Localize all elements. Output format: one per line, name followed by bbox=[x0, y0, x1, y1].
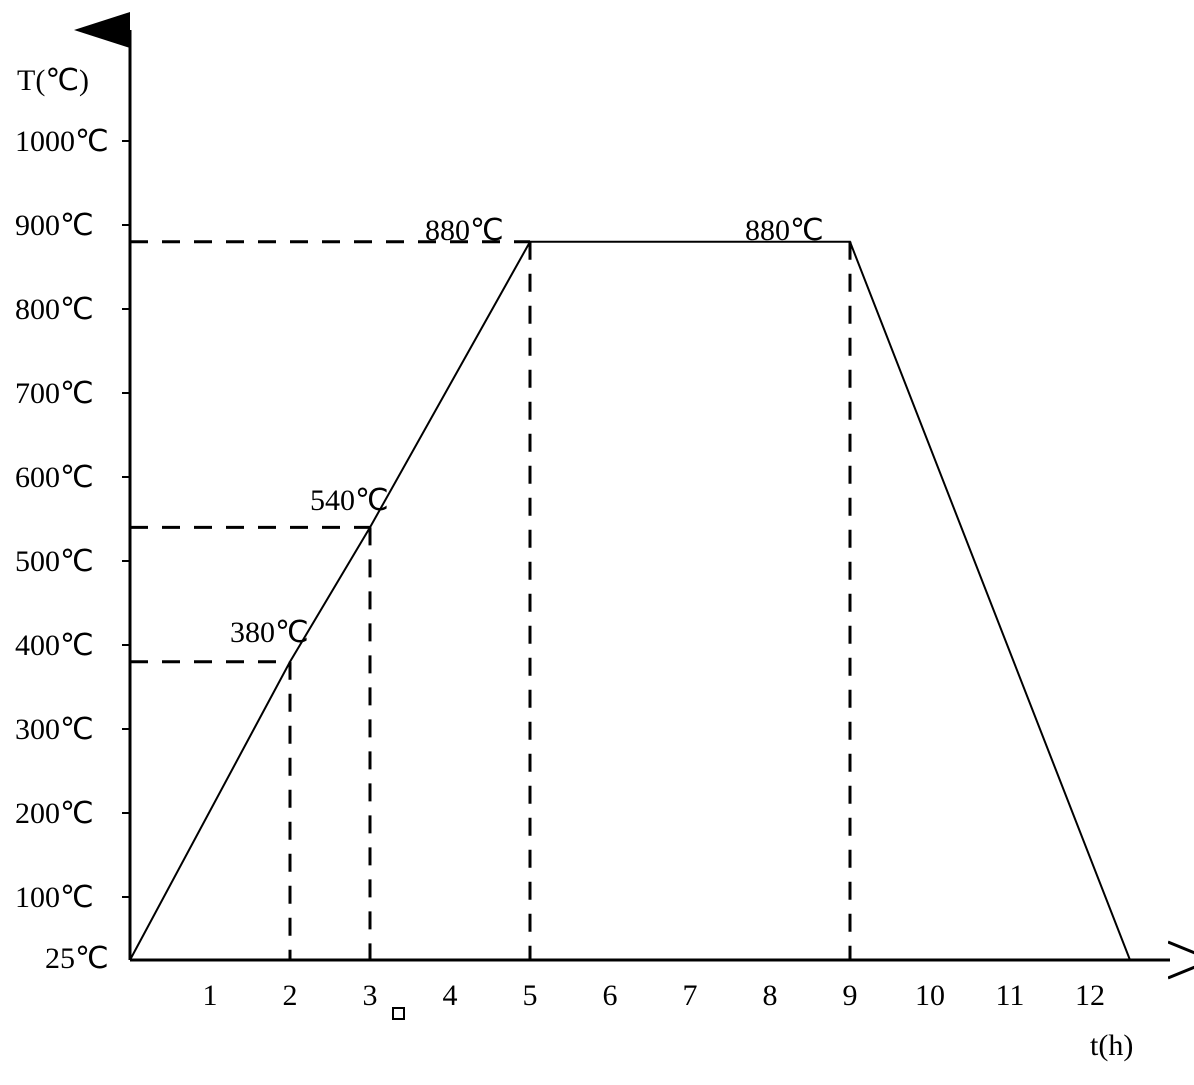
x-tick-label: 3 bbox=[363, 979, 378, 1012]
x-tick-label: 10 bbox=[915, 979, 945, 1012]
x-tick-label: 7 bbox=[683, 979, 698, 1012]
y-tick-label: 900℃ bbox=[15, 209, 94, 242]
y-tick-label: 300℃ bbox=[15, 713, 94, 746]
x-tick-label: 8 bbox=[763, 979, 778, 1012]
y-tick-label: 400℃ bbox=[15, 629, 94, 662]
y-tick-label: 800℃ bbox=[15, 293, 94, 326]
point-label: 380℃ bbox=[230, 616, 309, 649]
temperature-curve bbox=[130, 242, 1130, 960]
point-label: 880℃ bbox=[425, 214, 504, 247]
x-tick-label: 11 bbox=[996, 979, 1025, 1012]
y-tick-label: 1000℃ bbox=[15, 125, 109, 158]
artifact-square bbox=[393, 1008, 404, 1019]
x-tick-label: 9 bbox=[843, 979, 858, 1012]
x-axis-label: t(h) bbox=[1090, 1029, 1133, 1062]
x-tick-label: 2 bbox=[283, 979, 298, 1012]
x-tick-label: 12 bbox=[1075, 979, 1105, 1012]
y-tick-label: 600℃ bbox=[15, 461, 94, 494]
y-axis-label: T(℃) bbox=[17, 64, 89, 97]
temperature-time-chart: 100℃ 200℃ 300℃ 400℃ 500℃ 600℃ 700℃ 800℃ 900℃ 1000… bbox=[0, 0, 1194, 1085]
point-label: 540℃ bbox=[310, 484, 389, 517]
y-tick-label: 500℃ bbox=[15, 545, 94, 578]
x-tick-label: 1 bbox=[203, 979, 218, 1012]
y-tick-label: 700℃ bbox=[15, 377, 94, 410]
x-tick-label: 4 bbox=[443, 979, 458, 1012]
x-tick-label: 5 bbox=[523, 979, 538, 1012]
x-tick-label: 6 bbox=[603, 979, 618, 1012]
guide-lines bbox=[130, 242, 850, 960]
y-base-label: 25℃ bbox=[45, 942, 109, 975]
point-label: 880℃ bbox=[745, 214, 824, 247]
y-tick-label: 200℃ bbox=[15, 797, 94, 830]
y-tick-label: 100℃ bbox=[15, 881, 94, 914]
